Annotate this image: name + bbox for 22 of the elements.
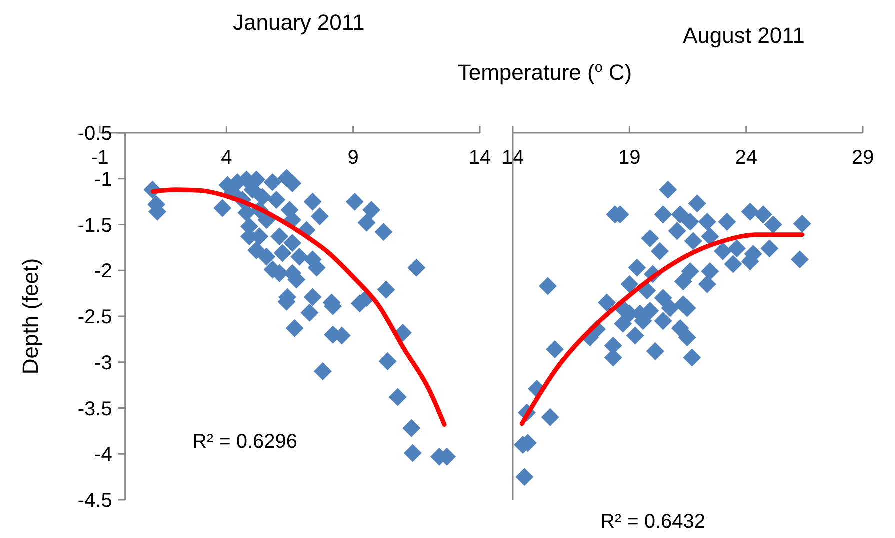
- annotation: R² = 0.6296: [192, 431, 298, 453]
- y-tick-label: -4.5: [78, 490, 112, 512]
- y-tick-label: -4: [94, 444, 112, 466]
- chart-title: August 2011: [683, 23, 805, 48]
- y-tick-label: -3: [94, 352, 112, 374]
- x-tick-label: 9: [348, 147, 359, 169]
- y-tick-label: -1.5: [78, 214, 112, 237]
- x-tick-label: 29: [852, 147, 874, 169]
- x-tick-label: 14: [468, 147, 492, 169]
- text: R² = 0.6432: [600, 511, 706, 533]
- y-tick-label: -0.5: [78, 123, 112, 145]
- y-axis-title: Depth (feet): [18, 258, 43, 375]
- x-axis-title: Temperature ($^{o}$ C): [458, 60, 632, 85]
- y-tick-label: -2.5: [78, 306, 112, 328]
- x-tick-label: 4: [221, 147, 232, 169]
- x-tick-label: 24: [735, 147, 758, 169]
- y-tick-label: -3.5: [78, 398, 112, 420]
- y-tick-label: -2: [94, 260, 112, 283]
- y-tick-label: -1: [94, 168, 112, 191]
- x-tick-label: 19: [618, 147, 641, 169]
- chart-title: January 2011: [233, 10, 365, 35]
- x-tick-label: 14: [502, 147, 524, 169]
